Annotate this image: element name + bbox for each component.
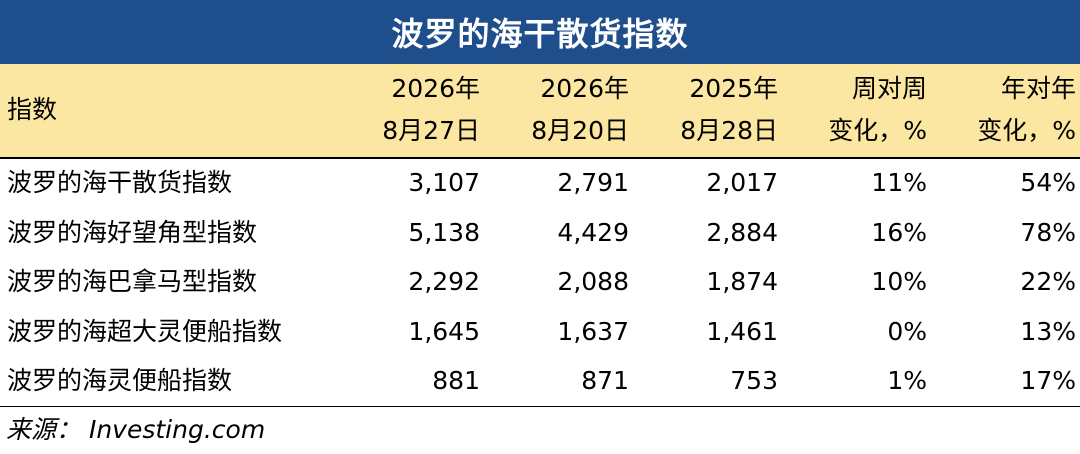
header-col-4: 周对周 变化，% [778,68,927,152]
row-name: 波罗的海巴拿马型指数 [7,267,258,296]
table-bottom-rule [0,406,1080,407]
cell-value: 2,088 [557,267,629,296]
table-row: 波罗的海巴拿马型指数 2,292 2,088 1,874 10% 22% [0,257,1080,307]
row-name: 波罗的海好望角型指数 [7,218,258,247]
table-row: 波罗的海超大灵便船指数 1,645 1,637 1,461 0% 13% [0,307,1080,357]
header-col-4-line2: 变化，% [828,116,927,145]
table-row: 波罗的海好望角型指数 5,138 4,429 2,884 16% 78% [0,208,1080,258]
cell-value: 1,637 [557,317,629,346]
header-col-3-line1: 2025年 [689,74,778,103]
table-row: 波罗的海干散货指数 3,107 2,791 2,017 11% 54% [0,158,1080,208]
cell-value: 2,292 [408,267,480,296]
cell-value: 0% [887,317,927,346]
row-name: 波罗的海干散货指数 [7,168,233,197]
cell-value: 1,461 [706,317,778,346]
cell-value: 17% [1020,366,1076,395]
header-col-1: 2026年 8月27日 [330,68,480,152]
cell-value: 753 [730,366,778,395]
header-col-1-line2: 8月27日 [382,116,480,145]
cell-value: 1% [887,366,927,395]
header-col-3: 2025年 8月28日 [629,68,778,152]
header-col-2-line1: 2026年 [540,74,629,103]
cell-value: 16% [871,218,927,247]
cell-value: 11% [871,168,927,197]
source-note: 来源： Investing.com [6,415,266,444]
row-name: 波罗的海超大灵便船指数 [7,317,283,346]
cell-value: 5,138 [408,218,480,247]
cell-value: 2,884 [706,218,778,247]
cell-value: 2,791 [557,168,629,197]
header-label: 指数 [7,95,58,124]
cell-value: 3,107 [408,168,480,197]
cell-value: 1,874 [706,267,778,296]
cell-value: 54% [1020,168,1076,197]
header-col-5-line1: 年对年 [1000,74,1076,103]
cell-value: 881 [432,366,480,395]
header-col-5: 年对年 变化，% [927,68,1076,152]
header-col-3-line2: 8月28日 [680,116,778,145]
header-col-5-line2: 变化，% [977,116,1076,145]
row-name: 波罗的海灵便船指数 [7,366,233,395]
cell-value: 22% [1020,267,1076,296]
header-col-4-line1: 周对周 [851,74,927,103]
table-header: 指数 2026年 8月27日 2026年 8月20日 2025年 8月28日 周… [0,64,1080,159]
header-col-2: 2026年 8月20日 [480,68,629,152]
table-title: 波罗的海干散货指数 [391,15,689,53]
table-title-bar: 波罗的海干散货指数 [0,0,1080,64]
header-col-1-line1: 2026年 [391,74,480,103]
cell-value: 4,429 [557,218,629,247]
table-row: 波罗的海灵便船指数 881 871 753 1% 17% [0,356,1080,406]
header-col-2-line2: 8月20日 [531,116,629,145]
cell-value: 871 [581,366,629,395]
cell-value: 2,017 [706,168,778,197]
cell-value: 1,645 [408,317,480,346]
cell-value: 13% [1020,317,1076,346]
cell-value: 78% [1020,218,1076,247]
cell-value: 10% [871,267,927,296]
